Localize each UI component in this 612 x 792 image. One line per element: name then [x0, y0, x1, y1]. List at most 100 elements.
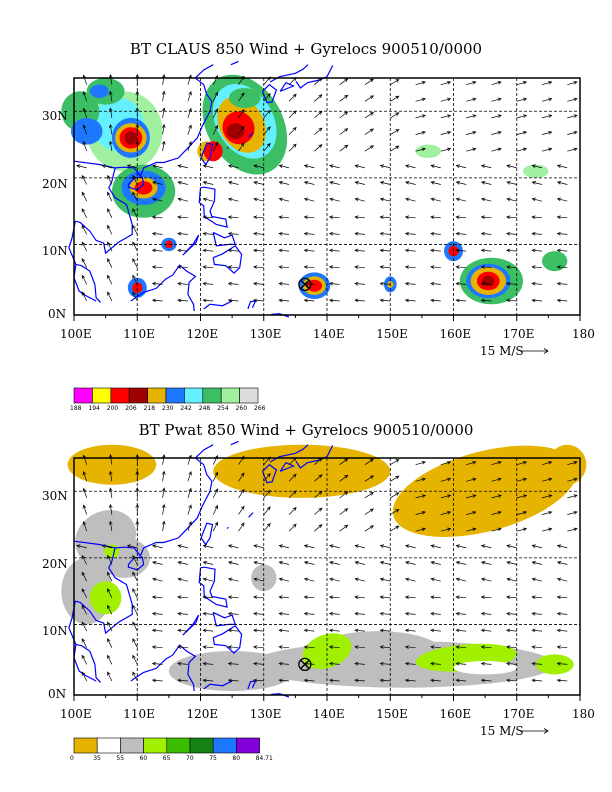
wind-vector [227, 281, 239, 286]
wind-vector [187, 487, 192, 499]
wind-vector [567, 130, 578, 135]
legend-swatch [212, 737, 237, 754]
wind-vector [404, 645, 416, 649]
wind-vector [202, 628, 214, 633]
wind-vector [227, 661, 239, 666]
wind-vector [491, 147, 502, 152]
wind-vector [405, 181, 416, 185]
wind-vector [263, 126, 271, 135]
wind-vector [202, 231, 214, 236]
coastline-segment [203, 300, 233, 310]
wind-vector [76, 164, 87, 169]
gyre-location-marker [298, 277, 312, 292]
wind-vector [415, 114, 426, 119]
wind-vector [531, 645, 543, 649]
wind-vector [82, 520, 88, 532]
shaded-cell [124, 131, 138, 145]
wind-vector [82, 91, 88, 102]
wind-vector [107, 191, 113, 202]
xtick-label: 140E [313, 707, 345, 721]
wind-vector [404, 678, 416, 683]
wind-vector [430, 645, 441, 649]
wind-vector [161, 90, 166, 102]
wind-vector [177, 577, 188, 582]
tick-group [73, 695, 581, 701]
coastline-segment [68, 600, 102, 683]
coastline-segment [212, 624, 243, 654]
panel2-title: BT Pwat 850 Wind + Gyrelocs 900510/0000 [138, 421, 474, 439]
wind-vector [329, 561, 340, 565]
wind-vector [556, 181, 568, 185]
wind-vector [480, 645, 492, 649]
wind-vector [339, 94, 349, 102]
wind-vector [491, 130, 502, 135]
coastline-segment [75, 167, 133, 255]
wind-vector [480, 197, 492, 202]
wind-vector [227, 265, 239, 269]
wind-vector [253, 197, 264, 202]
wind-vector [253, 561, 264, 565]
wind-vector [329, 197, 340, 202]
wind-vector [531, 248, 543, 253]
wind-vector [531, 678, 543, 683]
wind-vector [430, 661, 441, 666]
wind-vector [329, 164, 340, 169]
legend-label: 35 [93, 755, 101, 762]
wind-vector [379, 197, 391, 202]
gyre-location-marker [298, 657, 312, 672]
wind-vector [238, 142, 245, 152]
xtick-label: 110E [123, 707, 155, 721]
wind-vector [303, 197, 315, 202]
wind-vector [108, 73, 113, 85]
wind-vector [440, 97, 452, 102]
wind-vector [455, 248, 467, 253]
wind-vector [202, 561, 214, 565]
wind-vector [202, 265, 214, 269]
wind-vector [303, 215, 315, 220]
wind-vector [132, 638, 138, 648]
wind-vector [314, 94, 323, 102]
wind-vector [107, 554, 113, 565]
wind-vector [379, 645, 391, 649]
wind-vector [108, 503, 113, 515]
wind-vector [491, 114, 502, 119]
legend-swatch [143, 737, 168, 754]
wind-vector [364, 458, 374, 465]
wind-vector [81, 291, 88, 302]
wind-vector [506, 281, 517, 286]
xtick-label: 170E [502, 327, 535, 341]
wind-vector [364, 145, 374, 152]
wind-vector [278, 678, 290, 683]
wind-vector [440, 114, 452, 119]
wind-vector [227, 561, 239, 565]
wind-vector [404, 611, 416, 616]
wind-vector [107, 671, 113, 682]
wind-vector [379, 611, 391, 616]
wind-vector [354, 298, 365, 303]
wind-vector [379, 544, 391, 549]
wind-vector [81, 274, 88, 285]
scale-arrow-shape [520, 348, 549, 354]
wind-vector [303, 298, 315, 303]
wind-vector [354, 628, 365, 633]
coastline-segment [261, 83, 278, 104]
wind-vector [480, 595, 492, 600]
coastline-group [68, 60, 334, 318]
wind-vector [505, 678, 517, 683]
panel1-scale-label: 15 M/S [480, 344, 524, 358]
wind-vector [480, 561, 492, 565]
legend-label: 260 [235, 405, 248, 412]
wind-vector [288, 473, 297, 482]
wind-vector [480, 231, 492, 236]
wind-vector [81, 638, 88, 648]
shaded-cell [89, 84, 109, 99]
wind-vector [466, 461, 477, 466]
wind-vector [339, 128, 349, 135]
wind-vector [314, 127, 323, 135]
wind-vector [278, 628, 290, 633]
wind-vector [227, 544, 239, 549]
xtick-label: 150E [376, 327, 408, 341]
wind-vector [107, 571, 113, 582]
wind-vector [81, 241, 88, 252]
wind-vector [278, 611, 290, 616]
